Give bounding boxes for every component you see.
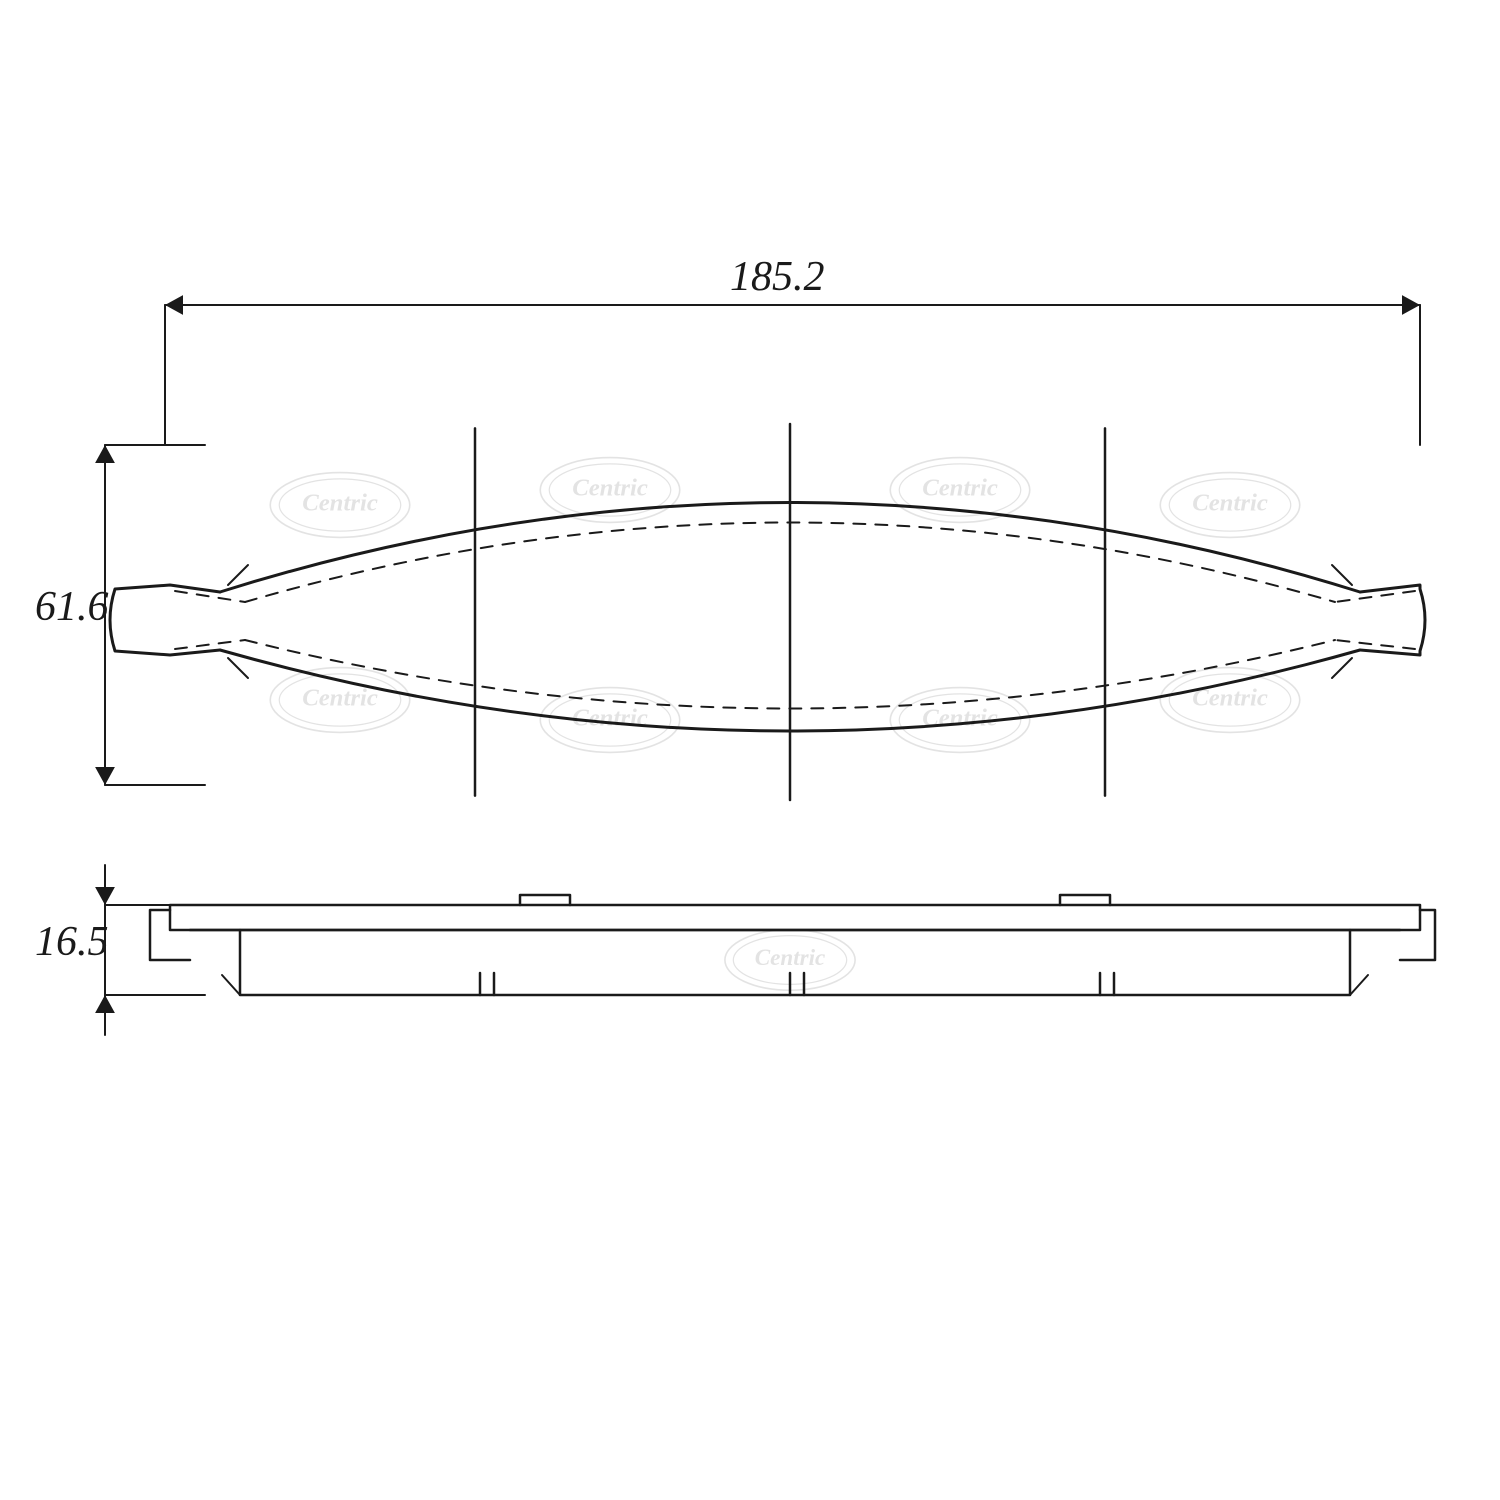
dimension-label: 16.5: [35, 919, 109, 965]
dimension-label: 61.6: [35, 584, 109, 630]
svg-text:Centric: Centric: [1192, 489, 1268, 516]
svg-text:Centric: Centric: [302, 684, 378, 711]
svg-text:Centric: Centric: [755, 944, 826, 970]
svg-text:Centric: Centric: [572, 704, 648, 731]
technical-drawing: Centric Centric Centric Centric Centric Centr…: [0, 0, 1500, 1500]
svg-text:Centric: Centric: [302, 489, 378, 516]
svg-text:Centric: Centric: [922, 474, 998, 501]
dimension-label: 185.2: [730, 254, 825, 300]
svg-text:Centric: Centric: [572, 474, 648, 501]
